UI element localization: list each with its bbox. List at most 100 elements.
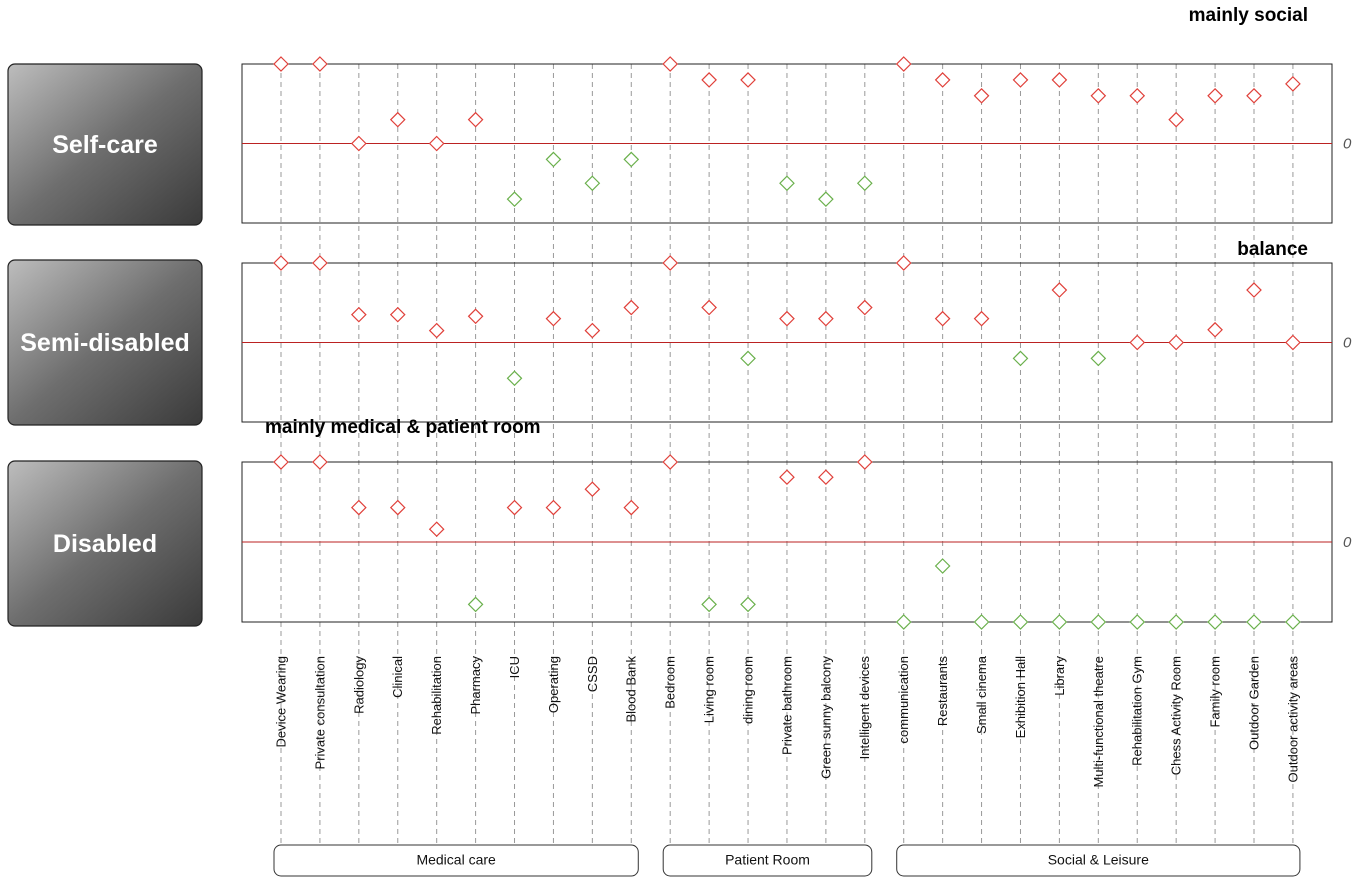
diamond-marker <box>545 499 562 516</box>
diamond-marker <box>1246 87 1262 104</box>
x-tick-label: Clinical <box>390 656 405 698</box>
diamond-marker <box>389 111 406 128</box>
diamond-marker <box>312 454 328 470</box>
diamond-marker <box>1246 614 1262 630</box>
x-tick-label: Green sunny balcony <box>818 656 833 779</box>
diamond-marker <box>973 87 990 104</box>
x-tick-label: Exhibition Hall <box>1013 656 1028 738</box>
diamond-marker <box>428 135 445 152</box>
diamond-marker <box>389 306 406 323</box>
diamond-marker <box>1129 87 1146 104</box>
diamond-marker <box>428 322 445 339</box>
group-box <box>273 844 639 877</box>
diamond-marker <box>779 469 795 486</box>
x-tick-label: Private consultation <box>312 656 327 769</box>
diamond-marker <box>895 255 912 271</box>
x-tick-label: Multi-functional theatre <box>1091 656 1106 788</box>
row-label: Self-care <box>52 131 158 159</box>
diamond-marker <box>701 596 717 613</box>
x-tick-label: Device Wearing <box>273 656 288 748</box>
diamond-marker <box>1285 614 1301 630</box>
diamond-marker <box>1090 87 1107 104</box>
diamond-marker <box>1090 350 1107 367</box>
diamond-marker <box>740 596 756 613</box>
y-tick-label: 0 <box>1343 135 1352 152</box>
row-label: Semi-disabled <box>20 329 190 357</box>
diamond-marker <box>350 499 367 516</box>
diamond-marker <box>662 255 679 271</box>
diamond-marker <box>312 255 328 271</box>
diamond-marker <box>1246 282 1262 298</box>
diamond-marker <box>740 72 756 88</box>
diamond-marker <box>1051 72 1068 88</box>
group-label: Medical care <box>416 852 496 868</box>
diamond-marker <box>818 191 834 207</box>
diamond-marker <box>779 310 795 327</box>
group-box <box>662 844 873 877</box>
x-tick-label: Family room <box>1208 656 1223 728</box>
diamond-marker <box>740 350 756 367</box>
diamond-marker <box>1012 614 1029 630</box>
group-label: Social & Leisure <box>1048 852 1149 868</box>
diamond-marker <box>1207 87 1223 104</box>
x-tick-label: Outdoor Garden <box>1246 656 1261 750</box>
photo <box>7 63 203 226</box>
diamond-marker <box>584 322 601 339</box>
x-tick-label: Radiology <box>351 656 366 714</box>
diamond-marker <box>506 370 523 387</box>
x-tick-label: Restaurants <box>935 656 950 727</box>
photo <box>7 259 203 426</box>
x-tick-label: Chess Activity Room <box>1169 656 1184 775</box>
x-tick-label: Library <box>1052 656 1067 696</box>
diamond-marker <box>623 299 640 316</box>
diamond-marker <box>545 310 562 327</box>
panel-title: balance <box>1237 239 1308 260</box>
diamond-marker <box>273 454 289 470</box>
panel-title: mainly medical & patient room <box>265 417 541 438</box>
diamond-marker <box>506 499 523 516</box>
diamond-marker <box>1012 350 1029 367</box>
diamond-marker <box>973 310 990 327</box>
diamond-marker <box>895 614 912 630</box>
diamond-marker <box>701 299 717 316</box>
diamond-marker <box>1207 614 1223 630</box>
diamond-marker <box>856 299 873 316</box>
photo <box>7 460 203 627</box>
diamond-marker <box>1168 111 1185 128</box>
diamond-marker <box>1051 282 1068 298</box>
x-tick-label: Small cinema <box>974 655 989 734</box>
diamond-marker <box>1168 614 1185 630</box>
x-tick-label: ICU <box>507 656 522 678</box>
diamond-marker <box>662 454 679 470</box>
diamond-marker <box>1168 334 1185 351</box>
diamond-marker <box>350 306 367 323</box>
y-tick-label: 0 <box>1343 334 1352 351</box>
x-tick-label: Blood Bank <box>624 656 639 723</box>
group-label: Patient Room <box>725 852 810 868</box>
diamond-marker <box>350 135 367 152</box>
x-tick-label: CSSD <box>585 656 600 692</box>
x-tick-label: Operating <box>546 656 561 713</box>
diamond-marker <box>856 454 873 470</box>
diamond-marker <box>856 175 873 192</box>
x-tick-label: Pharmacy <box>468 656 483 715</box>
diamond-marker <box>701 72 717 88</box>
diamond-marker <box>1129 334 1146 351</box>
x-tick-label: Outdoor activity areas <box>1285 656 1300 783</box>
diamond-marker <box>584 481 601 498</box>
diamond-marker <box>934 72 951 88</box>
diamond-marker <box>1051 614 1068 630</box>
diamond-marker <box>1090 614 1107 630</box>
diamond-marker <box>389 499 406 516</box>
group-box <box>896 844 1301 877</box>
y-tick-label: 0 <box>1343 534 1352 551</box>
diamond-marker <box>934 558 951 574</box>
panel-title: mainly social <box>1189 5 1308 26</box>
x-tick-label: Intelligent devices <box>857 656 872 760</box>
diamond-marker <box>934 310 951 327</box>
x-tick-label: Rehabilitation Gym <box>1130 656 1145 766</box>
diamond-marker <box>506 191 523 207</box>
diamond-marker <box>779 175 795 192</box>
diamond-marker <box>467 308 484 325</box>
